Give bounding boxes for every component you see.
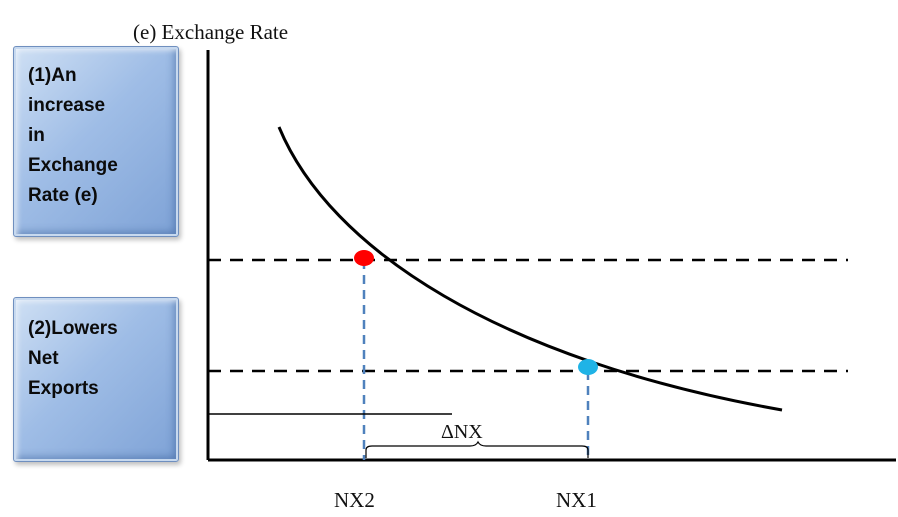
step-2-text: (2)Lowers Net Exports — [28, 318, 118, 399]
delta-nx-label: ΔNX — [441, 421, 483, 443]
point-nx2 — [354, 250, 374, 266]
delta-brace — [365, 440, 589, 458]
step-2-box: (2)Lowers Net Exports — [13, 297, 179, 462]
x-label-nx1: NX1 — [556, 488, 597, 512]
point-nx1 — [578, 359, 598, 375]
x-label-nx2: NX2 — [334, 488, 375, 512]
y-axis-title: (e) Exchange Rate — [133, 20, 289, 44]
net-exports-curve — [277, 126, 783, 412]
step-1-text: (1)An increase in Exchange Rate (e) — [28, 65, 118, 206]
step-1-box: (1)An increase in Exchange Rate (e) — [13, 46, 179, 237]
